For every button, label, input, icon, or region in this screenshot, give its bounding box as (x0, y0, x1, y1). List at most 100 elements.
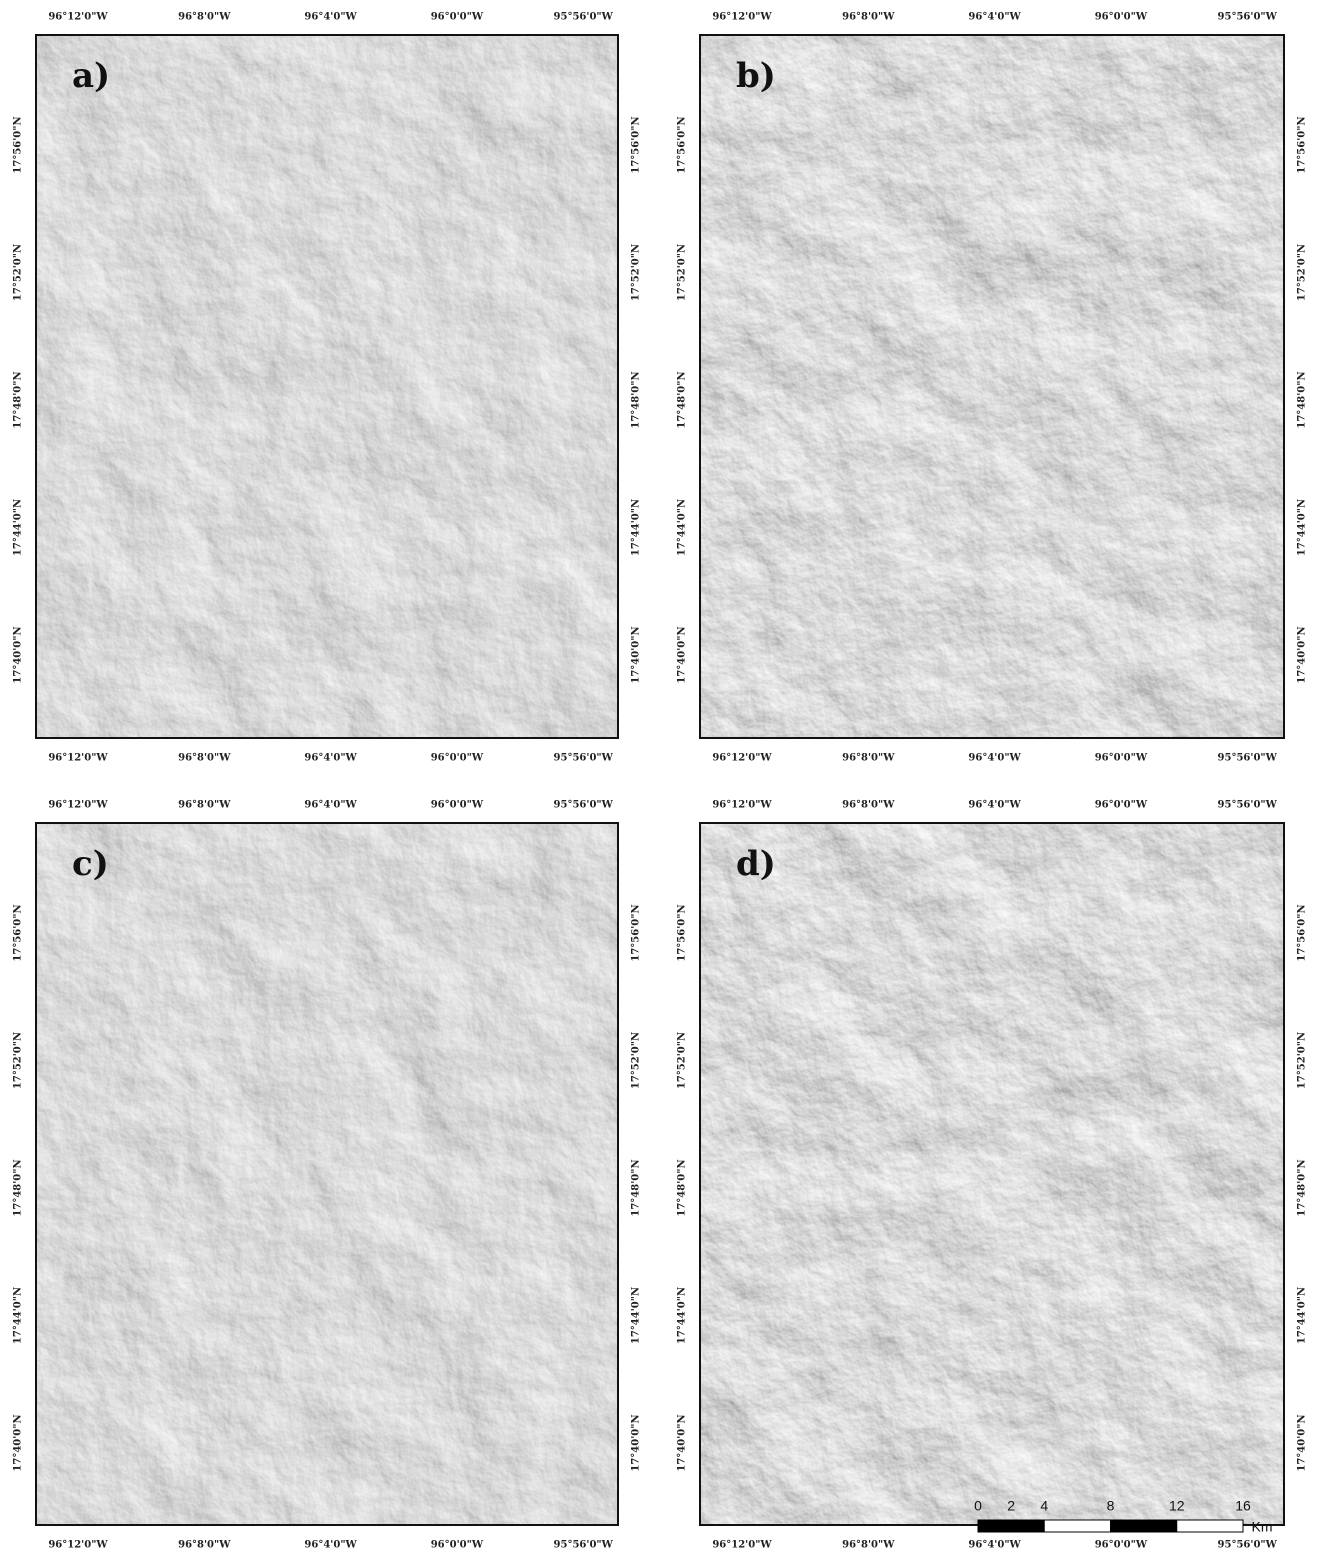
latitude-label: 17°48'0"N (631, 1159, 642, 1216)
panel-label: a) (72, 56, 110, 96)
longitude-label: 96°4'0"W (304, 12, 357, 23)
scale-tick-label: 0 (974, 1498, 982, 1514)
latitude-label: 17°56'0"N (631, 904, 642, 961)
longitude-label: 96°8'0"W (178, 1540, 231, 1551)
longitude-label: 96°8'0"W (178, 800, 231, 811)
latitude-label: 17°44'0"N (13, 1287, 24, 1344)
longitude-label: 95°56'0"W (554, 12, 614, 23)
panel-label: d) (736, 844, 776, 884)
latitude-label: 17°52'0"N (1297, 244, 1308, 301)
latitude-label: 17°44'0"N (677, 1287, 688, 1344)
longitude-label: 96°4'0"W (304, 800, 357, 811)
panel-label: b) (736, 56, 776, 96)
latitude-label: 17°52'0"N (677, 1032, 688, 1089)
longitude-label: 96°8'0"W (178, 12, 231, 23)
latitude-label: 17°40'0"N (677, 626, 688, 683)
longitude-label: 96°0'0"W (1095, 800, 1148, 811)
longitude-label: 96°8'0"W (842, 12, 895, 23)
latitude-label: 17°40'0"N (631, 626, 642, 683)
scale-tick-label: 2 (1007, 1498, 1015, 1514)
latitude-label: 17°44'0"N (631, 1287, 642, 1344)
latitude-label: 17°40'0"N (631, 1414, 642, 1471)
latitude-label: 17°40'0"N (1297, 626, 1308, 683)
longitude-label: 96°0'0"W (1095, 12, 1148, 23)
map-panel: d) 96°12'0"W 96°12'0"W 96°8'0"W 96°8'0"W 96°4… (677, 800, 1308, 1551)
longitude-label: 96°0'0"W (431, 1540, 484, 1551)
scale-segment (1044, 1520, 1110, 1532)
latitude-label: 17°40'0"N (1297, 1414, 1308, 1471)
longitude-label: 96°0'0"W (1095, 1540, 1148, 1551)
latitude-label: 17°56'0"N (677, 116, 688, 173)
latitude-label: 17°44'0"N (1297, 1287, 1308, 1344)
scale-tick-label: 12 (1169, 1498, 1185, 1514)
longitude-label: 95°56'0"W (1218, 12, 1278, 23)
longitude-label: 96°8'0"W (842, 800, 895, 811)
latitude-label: 17°52'0"N (631, 1032, 642, 1089)
longitude-label: 95°56'0"W (554, 753, 614, 764)
scale-unit: Km (1252, 1519, 1273, 1535)
map-panel: c)96°12'0"W96°12'0"W96°8'0"W96°8'0"W96°4… (13, 800, 642, 1551)
scale-tick-label: 16 (1235, 1498, 1251, 1514)
latitude-label: 17°48'0"N (13, 1159, 24, 1216)
longitude-label: 96°0'0"W (431, 800, 484, 811)
longitude-label: 95°56'0"W (554, 1540, 614, 1551)
longitude-label: 96°4'0"W (968, 800, 1021, 811)
longitude-label: 96°8'0"W (842, 1540, 895, 1551)
latitude-label: 17°40'0"N (13, 626, 24, 683)
longitude-label: 96°12'0"W (48, 753, 108, 764)
latitude-label: 17°56'0"N (631, 116, 642, 173)
latitude-label: 17°48'0"N (13, 371, 24, 428)
longitude-label: 96°4'0"W (968, 12, 1021, 23)
latitude-label: 17°56'0"N (13, 116, 24, 173)
latitude-label: 17°56'0"N (677, 904, 688, 961)
hillshade (36, 823, 618, 1525)
panel-label: c) (72, 844, 109, 884)
latitude-label: 17°52'0"N (13, 1032, 24, 1089)
longitude-label: 96°0'0"W (1095, 753, 1148, 764)
latitude-label: 17°44'0"N (631, 499, 642, 556)
latitude-label: 17°52'0"N (13, 244, 24, 301)
latitude-label: 17°52'0"N (677, 244, 688, 301)
latitude-label: 17°48'0"N (677, 371, 688, 428)
longitude-label: 96°12'0"W (712, 753, 772, 764)
latitude-label: 17°56'0"N (1297, 116, 1308, 173)
latitude-label: 17°44'0"N (13, 499, 24, 556)
longitude-label: 95°56'0"W (554, 800, 614, 811)
hillshade (700, 35, 1284, 738)
longitude-label: 96°4'0"W (968, 1540, 1021, 1551)
longitude-label: 96°12'0"W (712, 12, 772, 23)
latitude-label: 17°56'0"N (13, 904, 24, 961)
longitude-label: 96°12'0"W (48, 1540, 108, 1551)
latitude-label: 17°48'0"N (1297, 371, 1308, 428)
longitude-label: 95°56'0"W (1218, 753, 1278, 764)
latitude-label: 17°40'0"N (13, 1414, 24, 1471)
longitude-label: 95°56'0"W (1218, 800, 1278, 811)
longitude-label: 96°4'0"W (968, 753, 1021, 764)
latitude-label: 17°40'0"N (677, 1414, 688, 1471)
map-panel: b) 96°12'0"W 96°12'0"W 96°8'0"W 96°8'0"W 96°4… (677, 12, 1308, 764)
scale-segment (1177, 1520, 1243, 1532)
longitude-label: 96°4'0"W (304, 1540, 357, 1551)
latitude-label: 17°48'0"N (1297, 1159, 1308, 1216)
longitude-label: 96°0'0"W (431, 12, 484, 23)
scale-segment (978, 1520, 1044, 1532)
scale-tick-label: 4 (1040, 1498, 1048, 1514)
latitude-label: 17°52'0"N (1297, 1032, 1308, 1089)
longitude-label: 96°8'0"W (842, 753, 895, 764)
map-panel: a) 96°12'0"W 96°12'0"W 96°8'0"W 96°8'0"W 96°4… (13, 12, 642, 764)
longitude-label: 96°12'0"W (712, 1540, 772, 1551)
longitude-label: 96°4'0"W (304, 753, 357, 764)
longitude-label: 95°56'0"W (1218, 1540, 1278, 1551)
longitude-label: 96°8'0"W (178, 753, 231, 764)
figure: a) 96°12'0"W 96°12'0"W 96°8'0"W 96°8'0"W 96°4… (0, 0, 1317, 1555)
longitude-label: 96°12'0"W (712, 800, 772, 811)
latitude-label: 17°48'0"N (631, 371, 642, 428)
latitude-label: 17°44'0"N (1297, 499, 1308, 556)
latitude-label: 17°52'0"N (631, 244, 642, 301)
scale-tick-label: 8 (1107, 1498, 1115, 1514)
longitude-label: 96°0'0"W (431, 753, 484, 764)
longitude-label: 96°12'0"W (48, 12, 108, 23)
latitude-label: 17°48'0"N (677, 1159, 688, 1216)
hillshade (700, 823, 1284, 1525)
latitude-label: 17°44'0"N (677, 499, 688, 556)
